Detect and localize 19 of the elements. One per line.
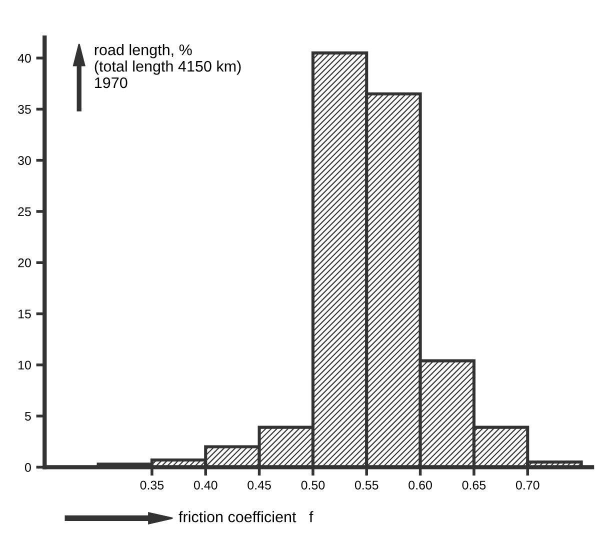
x-tick-label: 0.35 xyxy=(140,480,164,490)
x-tick-label: 0.70 xyxy=(516,480,540,490)
y-tick-label: 40 xyxy=(18,54,31,63)
y-tick-label: 30 xyxy=(18,156,31,165)
x-axis-title: friction coefficient f xyxy=(178,511,314,522)
y-tick-label: 0 xyxy=(24,462,31,472)
x-tick-label: 0.40 xyxy=(194,480,218,490)
y-tick-label: 15 xyxy=(18,310,31,318)
x-tick-label: 0.65 xyxy=(462,480,486,490)
y-tick-label: 25 xyxy=(18,207,31,216)
y-tick-label: 5 xyxy=(24,412,31,421)
y-axis-title: road length, % (total length 4150 km) 1970 xyxy=(94,44,241,88)
y-tick-label: 20 xyxy=(18,258,31,268)
x-tick-label: 0.45 xyxy=(248,480,271,490)
y-tick-label: 35 xyxy=(18,104,31,114)
y-tick-label: 10 xyxy=(18,360,31,370)
x-tick-label: 0.60 xyxy=(408,480,432,490)
x-tick-label: 0.50 xyxy=(301,480,325,490)
x-tick-label: 0.55 xyxy=(354,480,378,490)
